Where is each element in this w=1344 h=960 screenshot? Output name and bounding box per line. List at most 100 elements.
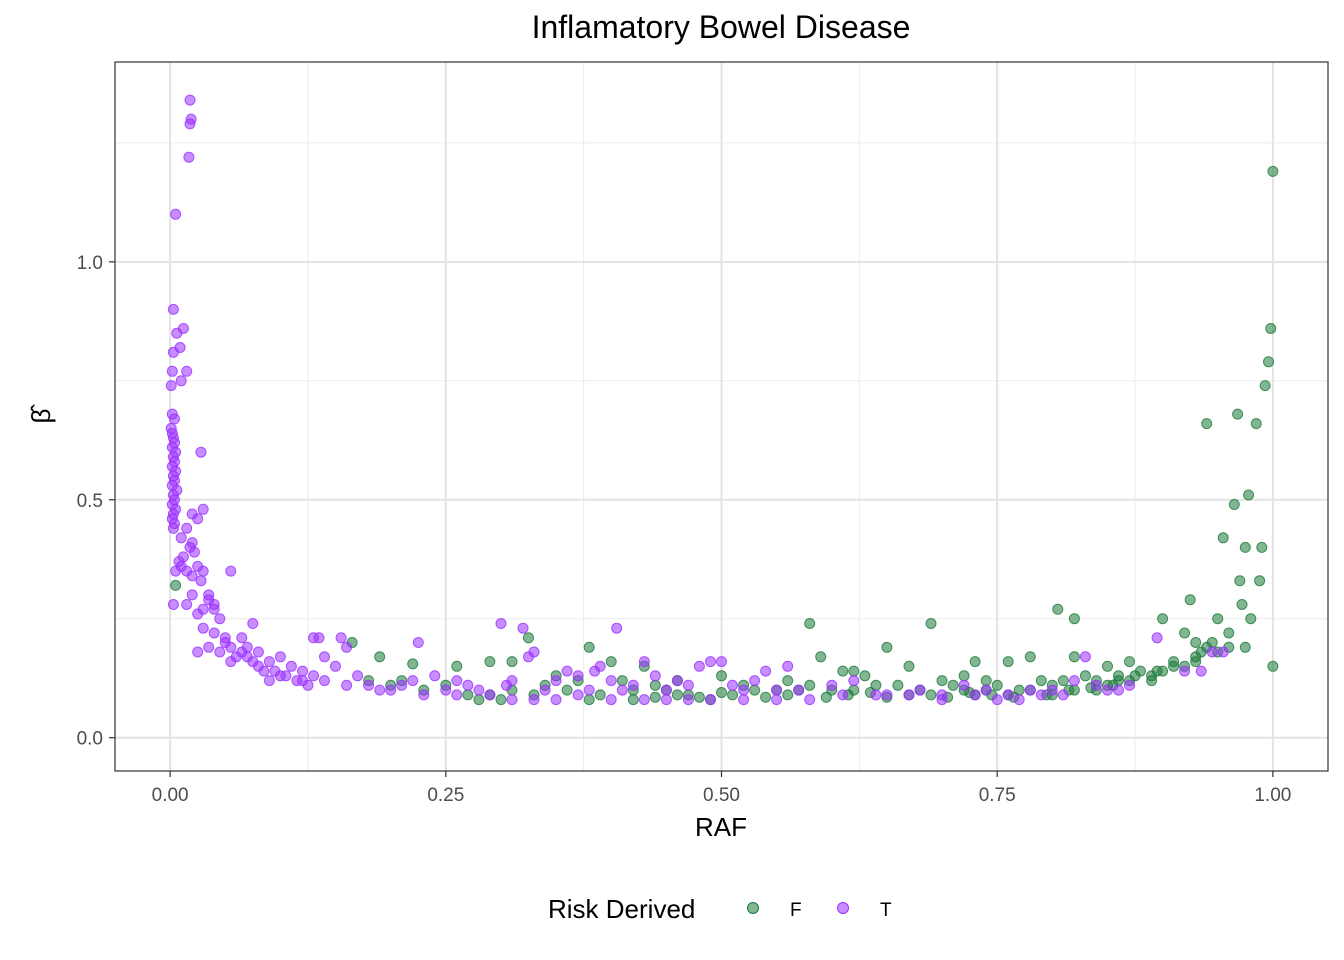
point-F: [1179, 627, 1191, 639]
point-T: [263, 656, 275, 668]
point-F: [462, 689, 474, 701]
point-F: [693, 691, 705, 703]
point-T: [203, 589, 215, 601]
point-T: [627, 679, 639, 691]
point-F: [1265, 323, 1277, 334]
point-F: [804, 618, 816, 629]
point-F: [727, 689, 738, 701]
point-F: [716, 670, 727, 682]
point-T: [1206, 646, 1218, 658]
point-T: [291, 675, 303, 687]
point-T: [539, 684, 551, 696]
point-T: [528, 646, 540, 658]
point-F: [605, 656, 617, 668]
point-T: [826, 679, 838, 691]
point-F: [1190, 656, 1202, 668]
point-T: [671, 675, 683, 687]
point-F: [1267, 660, 1279, 672]
point-T: [181, 365, 193, 377]
point-F: [925, 689, 937, 701]
point-T: [1090, 679, 1102, 691]
point-F: [407, 658, 419, 670]
point-T: [170, 565, 182, 577]
point-T: [1046, 684, 1058, 696]
point-T: [236, 632, 248, 644]
x-axis-ticks: 0.00 0.25 0.50 0.75 1.00: [152, 771, 1291, 806]
point-T: [693, 660, 705, 672]
point-T: [167, 346, 179, 358]
point-T: [451, 689, 463, 701]
point-T: [550, 675, 562, 687]
point-F: [583, 694, 595, 706]
point-F: [1256, 541, 1268, 553]
point-T: [980, 684, 992, 696]
point-T: [1217, 646, 1229, 658]
point-T: [184, 94, 196, 106]
point-T: [440, 684, 452, 696]
point-F: [583, 641, 595, 653]
point-T: [881, 689, 893, 701]
point-T: [374, 684, 386, 696]
point-T: [247, 618, 259, 629]
point-F: [170, 579, 182, 591]
point-T: [169, 413, 180, 425]
point-T: [396, 679, 408, 691]
point-T: [727, 679, 738, 691]
point-F: [561, 684, 573, 696]
point-F: [594, 689, 606, 701]
point-T: [506, 694, 518, 706]
point-T: [1113, 684, 1124, 696]
point-T: [716, 656, 727, 668]
point-F: [1245, 613, 1257, 625]
point-T: [1079, 651, 1091, 663]
point-F: [1057, 675, 1069, 687]
point-F: [649, 679, 661, 691]
point-T: [214, 613, 226, 625]
point-T: [335, 632, 347, 644]
point-T: [319, 651, 330, 663]
point-T: [638, 656, 650, 668]
legend-label-T: T: [880, 900, 892, 921]
major-gridlines: [115, 62, 1328, 771]
point-F: [903, 660, 915, 672]
point-F: [1035, 675, 1047, 687]
point-T: [451, 675, 463, 687]
point-T: [1024, 684, 1036, 696]
point-T: [186, 589, 198, 601]
point-T: [749, 675, 761, 687]
point-T: [848, 675, 860, 687]
point-F: [716, 687, 727, 698]
series-T-points: [165, 94, 1229, 706]
point-T: [804, 694, 816, 706]
point-F: [991, 679, 1003, 691]
legend-title: Risk Derived: [548, 894, 695, 924]
point-T: [550, 694, 562, 706]
point-T: [192, 646, 204, 658]
y-tick-label: 0.5: [77, 491, 103, 512]
y-tick-label: 0.0: [77, 729, 103, 750]
point-T: [341, 641, 353, 653]
point-T: [341, 679, 353, 691]
point-T: [225, 641, 237, 653]
point-T: [738, 694, 750, 706]
point-T: [782, 660, 794, 672]
point-F: [1254, 575, 1266, 587]
point-F: [1250, 418, 1262, 430]
point-T: [208, 627, 220, 639]
point-F: [837, 665, 849, 677]
x-tick-label: 0.25: [427, 785, 464, 806]
y-tick-label: 1.0: [77, 253, 103, 274]
point-T: [197, 503, 209, 515]
point-T: [167, 522, 179, 534]
point-T: [274, 651, 286, 663]
point-F: [1239, 641, 1251, 653]
point-T: [611, 622, 623, 634]
point-T: [192, 513, 204, 525]
point-T: [771, 684, 783, 696]
point-F: [760, 691, 772, 703]
point-T: [969, 689, 981, 701]
point-F: [1212, 613, 1224, 625]
point-F: [1079, 670, 1091, 682]
point-T: [528, 694, 540, 706]
